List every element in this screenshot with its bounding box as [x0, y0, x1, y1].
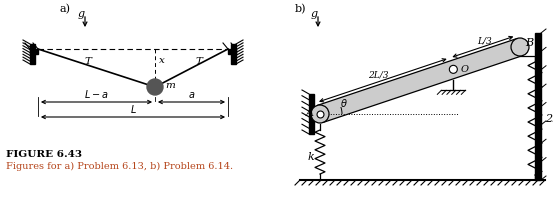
Circle shape — [311, 105, 329, 123]
Text: 2L/3: 2L/3 — [368, 70, 388, 79]
Text: g: g — [77, 9, 85, 19]
Bar — [30, 49, 38, 54]
Text: g: g — [310, 9, 317, 19]
Bar — [309, 94, 314, 134]
Text: x: x — [159, 56, 165, 65]
Text: $L$: $L$ — [129, 103, 137, 115]
Text: 2k: 2k — [545, 114, 553, 123]
Circle shape — [511, 38, 529, 56]
Text: b): b) — [295, 4, 306, 14]
Text: $\theta$: $\theta$ — [340, 97, 348, 109]
Bar — [535, 33, 541, 180]
Bar — [30, 44, 35, 64]
Text: FIGURE 6.43: FIGURE 6.43 — [6, 150, 82, 159]
Text: T: T — [196, 57, 202, 66]
Circle shape — [450, 65, 457, 73]
Text: m: m — [165, 81, 175, 90]
Text: O: O — [460, 65, 468, 74]
Text: Figures for a) Problem 6.13, b) Problem 6.14.: Figures for a) Problem 6.13, b) Problem … — [6, 162, 233, 171]
Text: k: k — [308, 152, 315, 162]
Text: L/3: L/3 — [477, 37, 492, 46]
Text: a): a) — [60, 4, 71, 14]
Text: A: A — [306, 108, 314, 118]
Text: $L-a$: $L-a$ — [84, 88, 109, 100]
Polygon shape — [317, 38, 523, 123]
Circle shape — [147, 79, 163, 95]
Text: B: B — [525, 38, 533, 48]
Text: T: T — [85, 57, 91, 66]
Bar — [228, 49, 236, 54]
Text: $a$: $a$ — [188, 90, 195, 100]
Bar — [231, 44, 236, 64]
